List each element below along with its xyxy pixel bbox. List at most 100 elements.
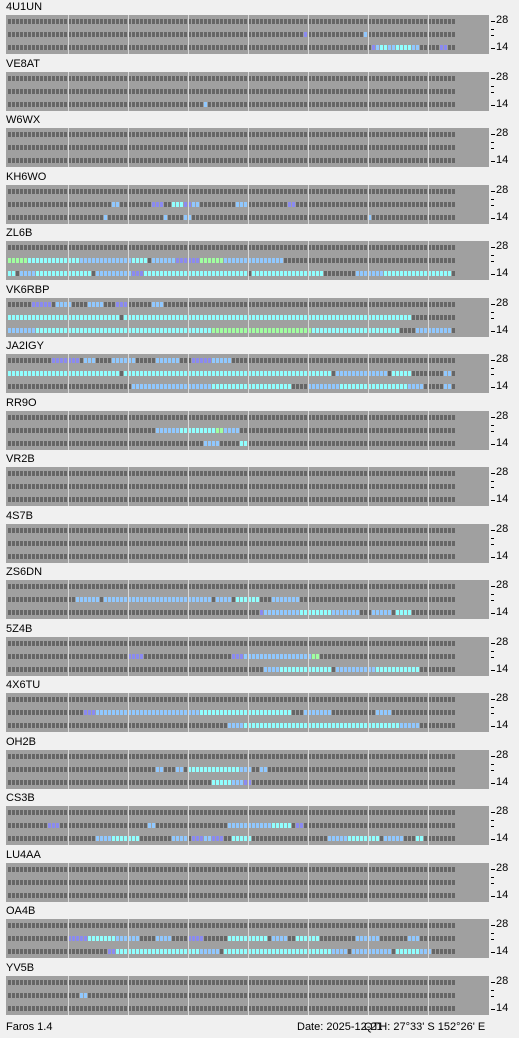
- empty-cell: [256, 188, 259, 194]
- empty-cell: [236, 75, 239, 81]
- empty-cell: [308, 132, 311, 137]
- empty-cell: [336, 427, 339, 433]
- empty-cell: [380, 301, 383, 307]
- time-gridline: [248, 467, 249, 506]
- empty-cell: [280, 497, 283, 502]
- signal-cell: [188, 371, 191, 376]
- empty-cell: [308, 158, 311, 163]
- empty-cell: [176, 527, 179, 533]
- empty-cell: [132, 427, 135, 433]
- empty-cell: [420, 497, 423, 502]
- signal-cell: [100, 271, 103, 276]
- empty-cell: [396, 201, 399, 207]
- signal-cell: [208, 371, 211, 376]
- signal-cell: [280, 710, 283, 715]
- empty-cell: [24, 697, 27, 702]
- empty-cell: [48, 132, 51, 137]
- empty-cell: [288, 358, 291, 363]
- empty-cell: [92, 201, 95, 207]
- empty-cell: [244, 45, 247, 50]
- empty-cell: [12, 188, 15, 194]
- empty-cell: [156, 653, 159, 659]
- empty-cell: [392, 553, 395, 559]
- empty-cell: [256, 497, 259, 502]
- empty-cell: [272, 427, 275, 433]
- empty-cell: [368, 753, 371, 759]
- empty-cell: [184, 497, 187, 502]
- empty-cell: [176, 779, 179, 785]
- empty-cell: [84, 584, 87, 589]
- empty-cell: [12, 245, 15, 250]
- empty-cell: [116, 640, 119, 646]
- empty-cell: [296, 484, 299, 489]
- empty-cell: [196, 145, 199, 150]
- empty-cell: [144, 753, 147, 759]
- empty-cell: [400, 553, 403, 559]
- empty-cell: [396, 697, 399, 702]
- empty-cell: [312, 497, 315, 502]
- empty-cell: [376, 201, 379, 207]
- signal-cell: [416, 666, 419, 672]
- empty-cell: [352, 597, 355, 602]
- empty-cell: [116, 19, 119, 24]
- empty-cell: [8, 484, 11, 489]
- signal-cell: [56, 301, 59, 307]
- empty-cell: [196, 527, 199, 533]
- empty-cell: [60, 640, 63, 646]
- empty-cell: [20, 88, 23, 94]
- empty-cell: [68, 132, 71, 137]
- empty-cell: [260, 158, 263, 163]
- empty-cell: [208, 75, 211, 81]
- empty-cell: [204, 45, 207, 50]
- signal-cell: [56, 271, 59, 276]
- signal-cell: [68, 358, 71, 363]
- empty-cell: [232, 75, 235, 81]
- empty-cell: [368, 640, 371, 646]
- empty-cell: [64, 597, 67, 602]
- empty-cell: [128, 301, 131, 307]
- empty-cell: [340, 258, 343, 263]
- empty-cell: [236, 132, 239, 137]
- empty-cell: [432, 201, 435, 207]
- empty-cell: [344, 45, 347, 50]
- empty-cell: [124, 497, 127, 502]
- empty-cell: [420, 597, 423, 602]
- empty-cell: [444, 19, 447, 24]
- signal-cell: [152, 301, 155, 307]
- empty-cell: [104, 245, 107, 250]
- axis-tick-14: [491, 330, 495, 332]
- empty-cell: [360, 779, 363, 785]
- empty-cell: [392, 88, 395, 94]
- empty-cell: [52, 301, 55, 307]
- empty-cell: [336, 301, 339, 307]
- empty-cell: [208, 723, 211, 728]
- signal-cell: [48, 327, 51, 333]
- signal-cell: [40, 327, 43, 333]
- empty-cell: [420, 132, 423, 137]
- empty-cell: [132, 158, 135, 163]
- empty-cell: [348, 553, 351, 559]
- empty-cell: [40, 553, 43, 559]
- time-gridline: [68, 636, 69, 676]
- signal-cell: [296, 666, 299, 672]
- empty-cell: [204, 145, 207, 150]
- empty-cell: [80, 158, 83, 163]
- empty-cell: [168, 214, 171, 220]
- empty-cell: [196, 553, 199, 559]
- empty-cell: [288, 19, 291, 24]
- signal-cell: [228, 766, 231, 772]
- empty-cell: [56, 145, 59, 150]
- signal-cell: [236, 597, 239, 602]
- empty-cell: [340, 640, 343, 646]
- empty-cell: [436, 553, 439, 559]
- empty-cell: [144, 484, 147, 489]
- empty-cell: [164, 75, 167, 81]
- empty-cell: [60, 766, 63, 772]
- empty-cell: [240, 584, 243, 589]
- signal-cell: [280, 653, 283, 659]
- empty-cell: [44, 766, 47, 772]
- empty-cell: [24, 640, 27, 646]
- axis-label-28: 28: [496, 127, 509, 139]
- signal-cell: [404, 45, 407, 50]
- empty-cell: [96, 201, 99, 207]
